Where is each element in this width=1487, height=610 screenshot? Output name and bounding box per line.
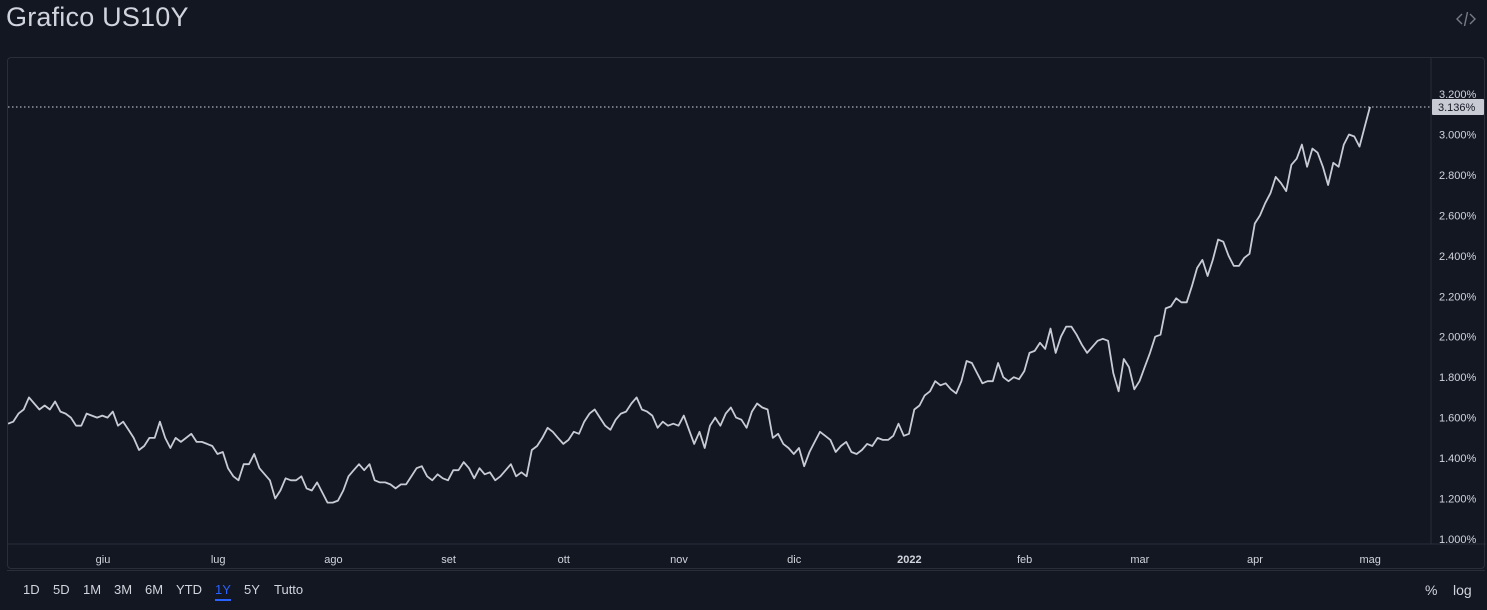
x-axis-tick-label: feb xyxy=(1017,554,1032,566)
range-button-5d[interactable]: 5D xyxy=(53,582,70,597)
range-button-all[interactable]: Tutto xyxy=(274,582,304,597)
code-embed-icon[interactable] xyxy=(1455,8,1477,30)
x-axis-tick-label: mar xyxy=(1130,554,1149,566)
x-axis-tick-label: ago xyxy=(324,554,342,566)
y-axis-tick-label: 3.200% xyxy=(1439,89,1477,101)
x-axis-tick-label: nov xyxy=(670,554,688,566)
x-axis-tick-label: mag xyxy=(1359,554,1380,566)
y-axis-tick-label: 1.000% xyxy=(1439,534,1477,546)
x-axis-tick-label: apr xyxy=(1247,554,1263,566)
range-button-1m[interactable]: 1M xyxy=(83,582,102,597)
log-scale-toggle[interactable]: log xyxy=(1453,582,1472,598)
y-axis-tick-label: 1.200% xyxy=(1439,494,1477,506)
last-price-label: 3.136% xyxy=(1438,102,1476,114)
range-button-ytd[interactable]: YTD xyxy=(176,582,202,597)
x-axis-tick-label: dic xyxy=(787,554,802,566)
y-axis-tick-label: 2.000% xyxy=(1439,332,1477,344)
range-button-1y[interactable]: 1Y xyxy=(215,582,231,601)
x-axis-tick-label: lug xyxy=(211,554,226,566)
chart-container[interactable]: 1.000% 1.200% 1.400% 1.600% 1.800% 2.000% 2.20… xyxy=(7,57,1486,570)
y-axis-tick-label: 2.200% xyxy=(1439,291,1477,303)
x-axis-tick-label: 2022 xyxy=(897,554,921,566)
y-axis-tick-label: 1.400% xyxy=(1439,453,1477,465)
x-axis-tick-label: set xyxy=(441,554,456,566)
y-axis-tick-label: 2.600% xyxy=(1439,210,1477,222)
y-axis-tick-label: 1.800% xyxy=(1439,372,1477,384)
y-axis-tick-label: 2.400% xyxy=(1439,251,1477,263)
bottom-toolbar: 1D 5D 1M 3M 6M YTD 1Y 5Y Tutto % log xyxy=(7,570,1485,609)
price-chart[interactable]: 1.000% 1.200% 1.400% 1.600% 1.800% 2.000% 2.20… xyxy=(8,58,1486,570)
range-button-6m[interactable]: 6M xyxy=(145,582,164,597)
x-axis-tick-label: giu xyxy=(96,554,111,566)
range-button-5y[interactable]: 5Y xyxy=(244,582,260,597)
y-axis-tick-label: 3.000% xyxy=(1439,129,1477,141)
price-line xyxy=(8,106,1371,504)
percent-scale-toggle[interactable]: % xyxy=(1425,582,1438,598)
page-title: Grafico US10Y xyxy=(6,2,189,32)
y-axis-tick-label: 2.800% xyxy=(1439,170,1477,182)
y-axis-tick-label: 1.600% xyxy=(1439,413,1477,425)
x-axis-tick-label: ott xyxy=(558,554,570,566)
last-price-tag xyxy=(1432,98,1484,115)
range-button-1d[interactable]: 1D xyxy=(23,582,40,597)
range-button-3m[interactable]: 3M xyxy=(114,582,133,597)
